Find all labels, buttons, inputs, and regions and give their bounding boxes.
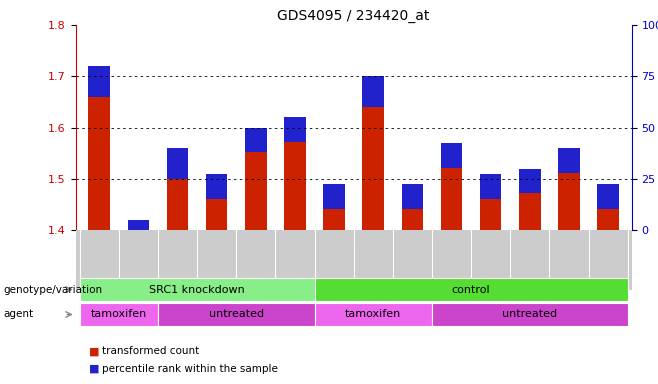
Bar	[441, 143, 463, 168]
Bar	[597, 184, 619, 209]
Bar	[166, 179, 188, 230]
Bar	[206, 174, 228, 199]
Bar	[480, 174, 501, 199]
Text: tamoxifen: tamoxifen	[345, 310, 401, 319]
Text: untreated: untreated	[502, 310, 557, 319]
Text: ■: ■	[89, 364, 99, 374]
Bar	[519, 194, 541, 230]
Bar	[363, 76, 384, 107]
Title: GDS4095 / 234420_at: GDS4095 / 234420_at	[278, 8, 430, 23]
Bar	[558, 173, 580, 230]
Bar	[441, 168, 463, 230]
Text: SRC1 knockdown: SRC1 knockdown	[149, 285, 245, 295]
Bar	[558, 148, 580, 173]
Bar	[245, 127, 266, 152]
Bar	[206, 199, 228, 230]
Bar	[401, 209, 423, 230]
Bar	[128, 220, 149, 237]
Text: control: control	[452, 285, 490, 295]
Bar	[363, 107, 384, 230]
Bar	[128, 230, 149, 237]
Text: agent: agent	[3, 310, 34, 319]
Bar	[323, 184, 345, 209]
Bar	[519, 169, 541, 194]
Text: transformed count: transformed count	[102, 346, 199, 356]
Bar	[323, 209, 345, 230]
Text: untreated: untreated	[209, 310, 264, 319]
Text: percentile rank within the sample: percentile rank within the sample	[102, 364, 278, 374]
Bar	[597, 209, 619, 230]
Text: genotype/variation: genotype/variation	[3, 285, 103, 295]
Bar	[88, 66, 110, 97]
Bar	[401, 184, 423, 209]
Text: tamoxifen: tamoxifen	[91, 310, 147, 319]
Bar	[284, 118, 306, 142]
Bar	[245, 152, 266, 230]
Bar	[88, 97, 110, 230]
Bar	[284, 142, 306, 230]
Text: ■: ■	[89, 346, 99, 356]
Bar	[166, 148, 188, 179]
Bar	[480, 199, 501, 230]
